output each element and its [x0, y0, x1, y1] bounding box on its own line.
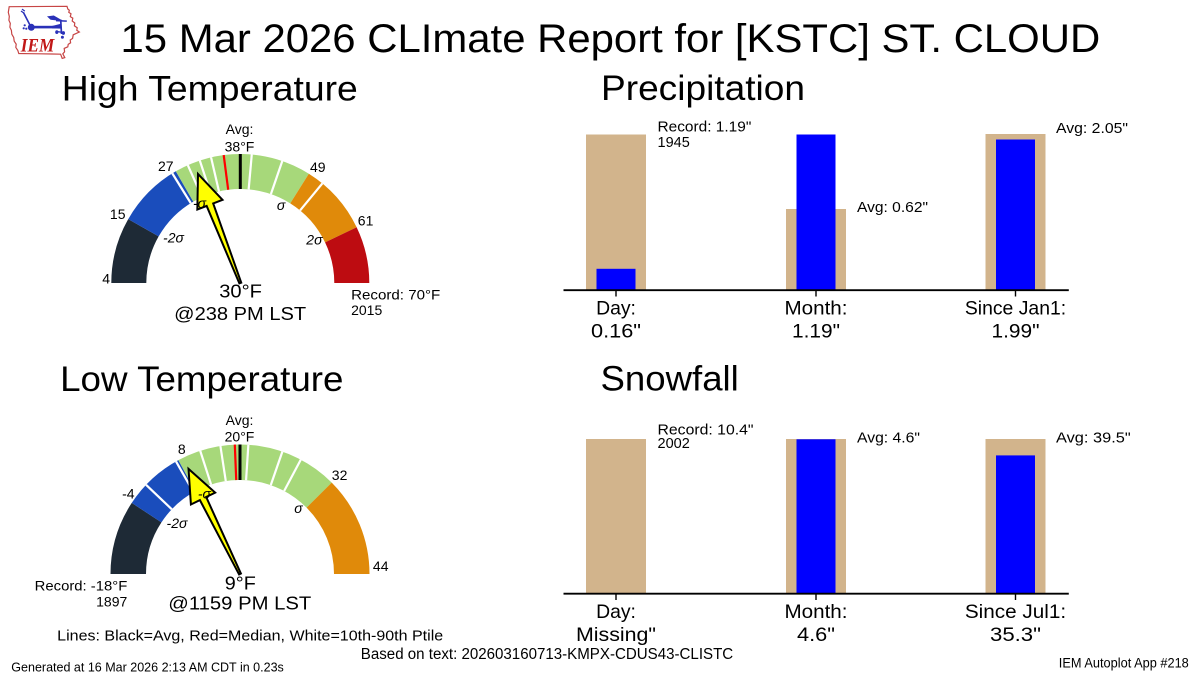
svg-text:35.3": 35.3" [990, 624, 1041, 646]
svg-text:Record: 10.4": Record: 10.4" [658, 423, 754, 439]
svg-text:15: 15 [110, 206, 126, 222]
svg-text:1945: 1945 [658, 135, 690, 151]
svg-text:-2σ: -2σ [163, 230, 184, 246]
svg-text:2002: 2002 [658, 436, 690, 452]
svg-text:49: 49 [310, 159, 326, 175]
svg-text:High Temperature: High Temperature [62, 70, 358, 109]
svg-text:15 Mar 2026 CLImate Report for: 15 Mar 2026 CLImate Report for [KSTC] ST… [121, 17, 1101, 61]
svg-text:2σ: 2σ [305, 232, 323, 248]
svg-text:Record: 1.19": Record: 1.19" [658, 119, 752, 135]
svg-text:32: 32 [332, 467, 348, 483]
svg-text:30°F: 30°F [219, 281, 262, 302]
svg-text:σ: σ [277, 197, 286, 213]
svg-text:-σ: -σ [198, 485, 212, 501]
svg-text:20°F: 20°F [225, 429, 255, 445]
svg-text:-σ: -σ [193, 195, 207, 211]
svg-text:Since Jul1:: Since Jul1: [965, 601, 1066, 623]
svg-text:Snowfall: Snowfall [601, 360, 739, 399]
svg-text:-4: -4 [122, 486, 135, 502]
svg-text:IEM Autoplot App #218: IEM Autoplot App #218 [1059, 656, 1189, 671]
svg-text:Since Jan1:: Since Jan1: [965, 298, 1066, 320]
svg-text:Avg:: Avg: [226, 121, 254, 137]
svg-text:Generated at 16 Mar 2026 2:13: Generated at 16 Mar 2026 2:13 AM CDT in … [11, 660, 284, 675]
svg-text:Avg: 39.5": Avg: 39.5" [1056, 431, 1131, 447]
svg-text:1.19": 1.19" [792, 321, 840, 343]
svg-text:IEM: IEM [20, 36, 55, 56]
svg-text:0.16": 0.16" [591, 321, 641, 343]
svg-text:44: 44 [373, 558, 389, 574]
svg-text:Record: -18°F: Record: -18°F [35, 578, 128, 594]
svg-text:2015: 2015 [351, 302, 382, 318]
svg-text:Based on text: 202603160713-KM: Based on text: 202603160713-KMPX-CDUS43-… [361, 646, 733, 663]
svg-text:Day:: Day: [596, 601, 636, 623]
svg-text:9°F: 9°F [225, 573, 256, 594]
svg-text:Low Temperature: Low Temperature [60, 360, 343, 399]
svg-text:Avg: 4.6": Avg: 4.6" [857, 431, 920, 447]
svg-text:-2σ: -2σ [167, 515, 188, 531]
svg-text:Avg: 2.05": Avg: 2.05" [1056, 121, 1128, 137]
svg-text:Day:: Day: [596, 298, 636, 320]
svg-text:27: 27 [158, 158, 174, 174]
svg-text:38°F: 38°F [225, 138, 255, 154]
svg-text:61: 61 [358, 212, 374, 228]
svg-text:@1159 PM LST: @1159 PM LST [168, 594, 311, 614]
svg-text:Month:: Month: [785, 601, 848, 623]
svg-text:Record: 70°F: Record: 70°F [351, 286, 440, 302]
svg-text:σ: σ [294, 500, 303, 516]
svg-text:1.99": 1.99" [992, 321, 1040, 343]
svg-text:Avg: 0.62": Avg: 0.62" [857, 200, 928, 216]
svg-text:Avg:: Avg: [226, 412, 254, 428]
svg-text:4.6": 4.6" [797, 624, 835, 646]
svg-text:@238 PM LST: @238 PM LST [174, 304, 306, 324]
svg-text:Precipitation: Precipitation [601, 69, 805, 108]
svg-text:8: 8 [178, 441, 186, 457]
svg-text:Month:: Month: [785, 298, 848, 320]
svg-text:Lines: Black=Avg, Red=Median,: Lines: Black=Avg, Red=Median, White=10th… [57, 629, 443, 645]
svg-text:Missing": Missing" [576, 624, 656, 646]
svg-text:1897: 1897 [96, 594, 127, 610]
svg-text:4: 4 [102, 271, 110, 287]
